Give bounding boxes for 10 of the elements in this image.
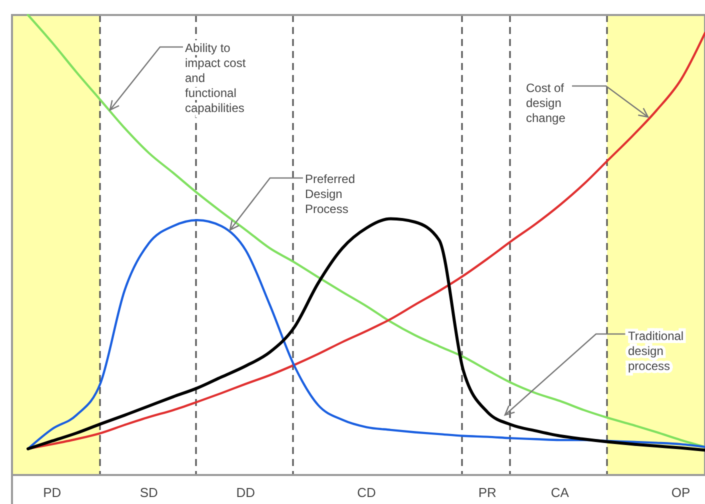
annotation: Traditional design process	[628, 329, 684, 373]
x-tick-label: OP	[671, 485, 690, 500]
x-tick-label: PR	[478, 485, 496, 500]
x-tick-label: DD	[236, 485, 255, 500]
x-tick-label: CD	[357, 485, 376, 500]
x-tick-label: CA	[550, 485, 570, 500]
x-tick-label: PD	[43, 485, 62, 500]
annotation: Cost of design change	[526, 81, 566, 125]
x-tick-label: SD	[140, 485, 158, 500]
annotation: Preferred Design Process	[305, 172, 356, 216]
